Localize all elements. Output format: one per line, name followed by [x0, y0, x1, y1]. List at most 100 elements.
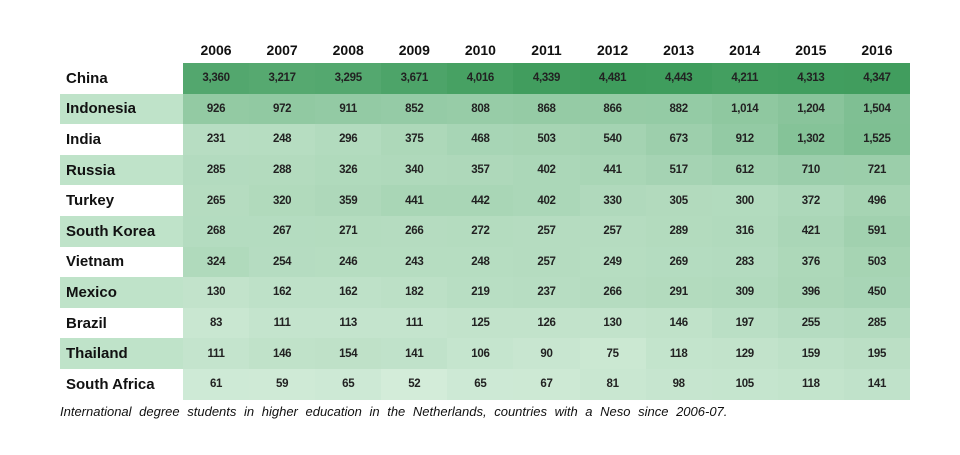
cell: 291	[645, 277, 712, 308]
cell: 320	[249, 185, 316, 216]
cell: 246	[315, 246, 382, 278]
cell: 300	[711, 185, 778, 216]
cell: 721	[843, 154, 910, 186]
cell: 396	[777, 277, 844, 308]
cell: 255	[777, 307, 844, 339]
cell: 265	[183, 185, 250, 216]
cell: 248	[249, 124, 316, 155]
cell: 441	[381, 185, 448, 216]
column-header: 2015	[795, 42, 827, 58]
cell: 3,217	[249, 63, 316, 94]
cell: 249	[579, 246, 646, 278]
cell: 3,295	[315, 63, 382, 94]
cell: 283	[711, 246, 778, 278]
column-header: 2007	[266, 42, 298, 58]
cell: 272	[447, 216, 514, 247]
cell: 289	[645, 216, 712, 247]
cell: 113	[315, 307, 382, 339]
cell: 496	[843, 185, 910, 216]
column-header: 2010	[464, 42, 496, 58]
cell: 4,016	[447, 63, 514, 94]
cell: 81	[579, 369, 646, 400]
cell: 357	[447, 154, 514, 186]
cell: 808	[447, 93, 514, 125]
cell: 83	[183, 307, 250, 339]
cell: 868	[513, 93, 580, 125]
cell: 130	[183, 277, 250, 308]
column-header: 2009	[398, 42, 430, 58]
cell: 4,313	[777, 63, 844, 94]
row-label: South Korea	[60, 216, 183, 247]
cell: 285	[843, 307, 910, 339]
cell: 271	[315, 216, 382, 247]
cell: 402	[513, 185, 580, 216]
cell: 146	[249, 338, 316, 369]
cell: 59	[249, 369, 316, 400]
row-label: China	[60, 63, 183, 94]
cell: 591	[843, 216, 910, 247]
cell: 4,347	[843, 63, 910, 94]
row-label: Vietnam	[60, 246, 183, 278]
cell: 219	[447, 277, 514, 308]
cell: 326	[315, 154, 382, 186]
cell: 266	[579, 277, 646, 308]
cell: 359	[315, 185, 382, 216]
cell: 3,360	[183, 63, 250, 94]
cell: 267	[249, 216, 316, 247]
cell: 90	[513, 338, 580, 369]
row-label: Brazil	[60, 307, 183, 339]
column-header: 2008	[332, 42, 364, 58]
cell: 468	[447, 124, 514, 155]
cell: 305	[645, 185, 712, 216]
cell: 243	[381, 246, 448, 278]
cell: 402	[513, 154, 580, 186]
cell: 1,014	[711, 93, 778, 125]
cell: 4,481	[579, 63, 646, 94]
cell: 376	[777, 246, 844, 278]
row-label: India	[60, 124, 183, 155]
cell: 503	[843, 246, 910, 278]
cell: 118	[645, 338, 712, 369]
cell: 3,671	[381, 63, 448, 94]
cell: 125	[447, 307, 514, 339]
cell: 612	[711, 154, 778, 186]
cell: 1,204	[777, 93, 844, 125]
row-label: Thailand	[60, 338, 183, 369]
cell: 65	[447, 369, 514, 400]
cell: 324	[183, 246, 250, 278]
cell: 926	[183, 93, 250, 125]
cell: 882	[645, 93, 712, 125]
cell: 1,302	[777, 124, 844, 155]
cell: 1,504	[843, 93, 910, 125]
cell: 450	[843, 277, 910, 308]
column-header: 2006	[200, 42, 232, 58]
cell: 111	[381, 307, 448, 339]
cell: 257	[513, 246, 580, 278]
cell: 4,443	[645, 63, 712, 94]
cell: 231	[183, 124, 250, 155]
cell: 285	[183, 154, 250, 186]
cell: 268	[183, 216, 250, 247]
cell: 288	[249, 154, 316, 186]
caption: International degree students in higher …	[60, 404, 728, 419]
cell: 111	[249, 307, 316, 339]
cell: 197	[711, 307, 778, 339]
cell: 141	[843, 369, 910, 400]
cell: 852	[381, 93, 448, 125]
cell: 105	[711, 369, 778, 400]
cell: 159	[777, 338, 844, 369]
cell: 237	[513, 277, 580, 308]
cell: 269	[645, 246, 712, 278]
cell: 4,339	[513, 63, 580, 94]
cell: 141	[381, 338, 448, 369]
cell: 67	[513, 369, 580, 400]
cell: 146	[645, 307, 712, 339]
cell: 1,525	[843, 124, 910, 155]
cell: 111	[183, 338, 250, 369]
cell: 503	[513, 124, 580, 155]
column-header: 2016	[861, 42, 893, 58]
cell: 182	[381, 277, 448, 308]
cell: 911	[315, 93, 382, 125]
